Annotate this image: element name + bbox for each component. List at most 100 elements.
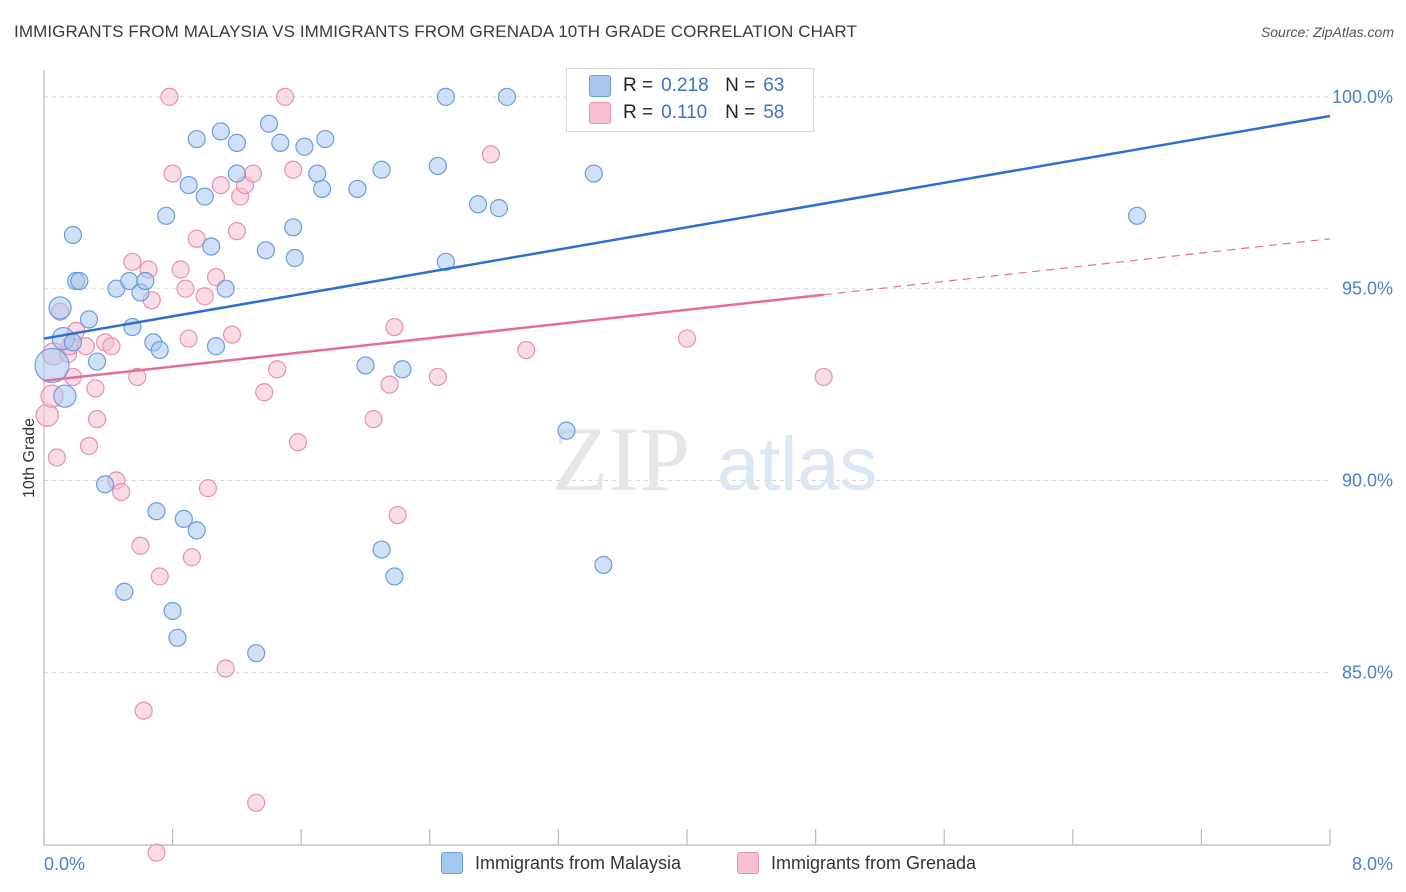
grenada-point [388, 505, 407, 525]
malaysia-point [247, 644, 266, 663]
malaysia-trend-line [43, 114, 1331, 340]
grenada-point [198, 479, 218, 498]
legend-n-value: 63 [763, 75, 785, 96]
grenada-point [171, 260, 190, 279]
watermark-atlas: atlas [717, 422, 878, 507]
malaysia-point [63, 225, 83, 245]
malaysia-point [195, 187, 214, 206]
malaysia-point [227, 164, 246, 183]
malaysia-point [497, 87, 517, 106]
legend-n-value: 58 [763, 102, 785, 123]
legend-n-label: N = [725, 75, 756, 96]
trend-lines [43, 114, 1331, 383]
malaysia-point [271, 133, 290, 152]
malaysia-point [468, 195, 488, 214]
grenada-point [150, 567, 169, 586]
malaysia-point [584, 164, 603, 183]
chart-source: Source: ZipAtlas.com [1260, 24, 1394, 40]
grenada-point [481, 145, 500, 164]
malaysia-point [150, 340, 169, 360]
malaysia-point [489, 199, 509, 218]
malaysia-point [168, 628, 187, 647]
grenada-point [222, 325, 242, 344]
malaysia-point [295, 137, 314, 156]
grenada-point [102, 337, 121, 356]
grenada-point [255, 383, 274, 402]
malaysia-point [557, 421, 576, 440]
grenada-point [182, 548, 201, 567]
malaysia-point [436, 252, 455, 271]
grenada-point [677, 329, 697, 348]
grenada-point [123, 252, 142, 271]
grenada-point [131, 536, 150, 555]
malaysia-point [259, 114, 279, 133]
legend-swatch-grenada [589, 102, 611, 124]
grenada-point [385, 317, 404, 337]
grenada-point [160, 87, 179, 106]
grenada-point [187, 229, 206, 248]
zipatlas-watermark: ZIP atlas [552, 408, 878, 510]
malaysia-point [179, 175, 198, 195]
grenada-point [147, 843, 166, 862]
malaysia-points [34, 87, 1147, 663]
malaysia-point [53, 384, 77, 408]
y-axis-label: 10th Grade [21, 418, 38, 498]
grenada-point [247, 793, 266, 812]
grenada-point [517, 340, 536, 360]
grenada-points [35, 87, 833, 862]
legend-swatch-malaysia [441, 852, 463, 874]
malaysia-point [187, 521, 206, 540]
malaysia-point [285, 248, 304, 268]
grenada-point [211, 175, 230, 195]
watermark-zip: ZIP [552, 408, 690, 510]
malaysia-point [284, 218, 303, 237]
malaysia-point [202, 237, 221, 256]
grenada-point [288, 433, 308, 452]
malaysia-point [428, 156, 447, 176]
x-tick-label-min: 0.0% [44, 854, 85, 874]
legend-r-value: 0.218 [661, 75, 709, 96]
legend-r-label: R = [623, 75, 654, 96]
malaysia-point [187, 129, 206, 149]
malaysia-point [95, 475, 115, 494]
malaysia-point [393, 360, 412, 379]
grenada-point [128, 367, 147, 387]
malaysia-point [163, 601, 182, 621]
legend-item-grenada[interactable]: Immigrants from Grenada [737, 852, 976, 874]
grenada-trend-line-extension [823, 238, 1331, 296]
grenada-point [814, 367, 833, 387]
malaysia-point [34, 347, 70, 384]
legend-n-label: N = [725, 102, 756, 123]
malaysia-point [316, 129, 335, 149]
grenada-point [195, 287, 214, 306]
grenada-point [364, 410, 383, 429]
grenada-point [35, 403, 59, 427]
malaysia-point [216, 279, 235, 298]
grenada-point [227, 222, 246, 241]
grenada-point [179, 329, 198, 348]
grenada-point [112, 482, 131, 502]
malaysia-point [356, 356, 375, 375]
chart-title: IMMIGRANTS FROM MALAYSIA VS IMMIGRANTS F… [14, 22, 857, 41]
malaysia-point [372, 160, 391, 179]
series-legend: Immigrants from Malaysia Immigrants from… [0, 852, 1406, 878]
legend-label-malaysia: Immigrants from Malaysia [475, 852, 682, 873]
grenada-point [86, 379, 105, 398]
grenada-point [428, 367, 447, 387]
legend-item-malaysia[interactable]: Immigrants from Malaysia [441, 852, 681, 874]
malaysia-point [227, 133, 246, 152]
malaysia-point [115, 582, 134, 601]
grenada-trend-line [43, 293, 824, 383]
malaysia-point [256, 241, 275, 260]
grenada-point [276, 87, 295, 106]
legend-r-label: R = [623, 102, 654, 123]
malaysia-point [63, 333, 83, 352]
malaysia-point [157, 206, 176, 225]
malaysia-point [174, 509, 193, 528]
malaysia-point [79, 310, 99, 329]
malaysia-point [206, 337, 226, 356]
legend-swatch-malaysia [589, 75, 611, 97]
malaysia-point [594, 555, 613, 575]
grenada-point [87, 410, 107, 429]
